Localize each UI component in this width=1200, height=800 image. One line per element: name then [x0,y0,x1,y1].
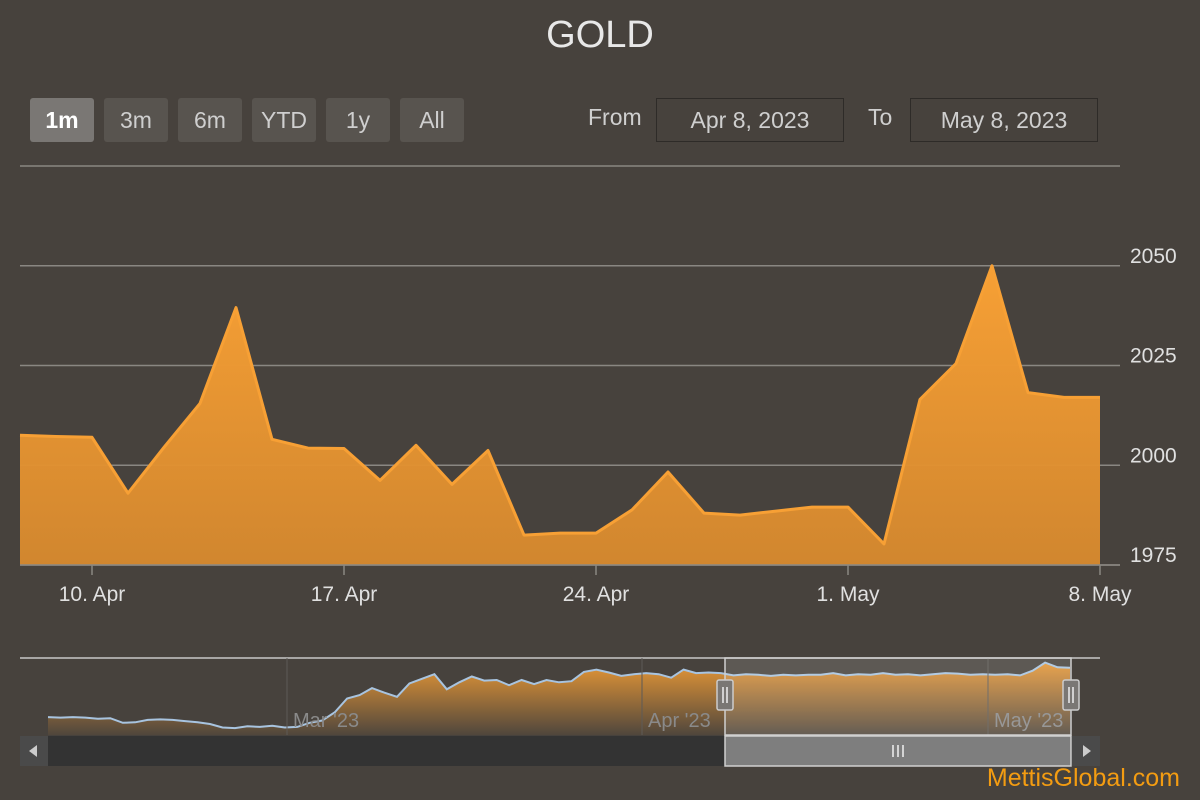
range-button-ytd[interactable]: YTD [252,98,316,142]
navigator-date-label: Apr '23 [648,710,711,732]
x-tick-label: 24. Apr [563,583,630,606]
range-button-3m[interactable]: 3m [104,98,168,142]
range-button-all[interactable]: All [400,98,464,142]
navigator-date-label: May '23 [994,710,1063,732]
navigator-area [48,662,1070,735]
scroll-right-arrow-icon [1083,745,1091,757]
series-line [19,264,1100,546]
navigator-date-label: Mar '23 [293,710,359,732]
navigator-window [724,657,1072,736]
range-button-6m[interactable]: 6m [178,98,242,142]
navigator-handle-left [716,679,734,711]
scroll-left-arrow-icon [29,745,37,757]
navigator-line [47,661,1071,730]
to-date-input[interactable] [910,98,1098,142]
credit-link[interactable]: MettisGlobal.com [986,764,1180,792]
from-date-input[interactable] [656,98,844,142]
range-button-1y[interactable]: 1y [326,98,390,142]
y-tick-label: 1975 [1130,544,1177,567]
y-tick-label: 2025 [1130,345,1177,368]
to-label: To [868,104,893,130]
chart-title: GOLD [546,14,654,56]
x-tick-label: 17. Apr [311,583,378,606]
x-tick-label: 10. Apr [59,583,126,606]
from-label: From [588,104,642,130]
y-tick-label: 2000 [1130,444,1177,467]
y-tick-label: 2050 [1130,245,1177,268]
series-area [20,265,1100,565]
range-button-1m[interactable]: 1m [30,98,94,142]
x-tick-label: 8. May [1068,583,1132,606]
x-tick-label: 1. May [816,583,880,606]
navigator-handle-right [1062,679,1080,711]
